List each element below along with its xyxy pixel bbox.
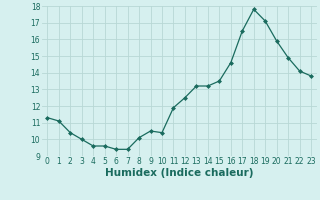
X-axis label: Humidex (Indice chaleur): Humidex (Indice chaleur): [105, 168, 253, 178]
